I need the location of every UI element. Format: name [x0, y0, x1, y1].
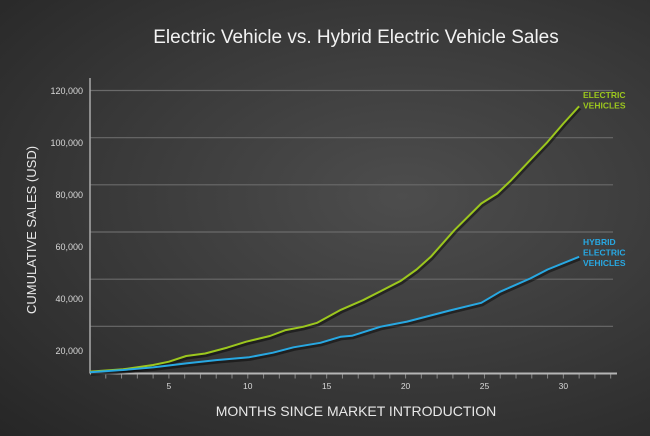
x-tick-label: 15	[322, 381, 332, 391]
x-tick-label: 20	[401, 381, 411, 391]
y-tick-label: 60,000	[55, 242, 83, 252]
y-axis-label: CUMULATIVE SALES (USD)	[24, 146, 39, 314]
x-tick-label: 5	[167, 381, 172, 391]
x-tick-label: 30	[559, 381, 569, 391]
y-tick-label: 40,000	[55, 294, 83, 304]
y-tick-label: 100,000	[50, 138, 83, 148]
x-tick-label: 25	[480, 381, 490, 391]
series-label-line: VEHICLES	[583, 101, 626, 111]
series-label: ELECTRIC VEHICLES	[583, 90, 626, 111]
series-label-line: HYBRID	[583, 237, 616, 247]
series-label: HYBRID ELECTRIC VEHICLES	[583, 237, 626, 268]
series-line-shadow	[90, 107, 582, 376]
series-label-line: VEHICLES	[583, 258, 626, 268]
series-line-hybrid	[89, 255, 580, 374]
chart-title: Electric Vehicle vs. Hybrid Electric Veh…	[153, 27, 559, 48]
series-line-electric	[89, 105, 580, 373]
y-tick-label: 20,000	[55, 346, 83, 356]
series-label-line: ELECTRIC	[583, 90, 626, 100]
series-line-shadow	[90, 257, 581, 376]
x-axis-label: MONTHS SINCE MARKET INTRODUCTION	[216, 403, 497, 419]
y-tick-label: 120,000	[50, 86, 83, 96]
x-tick-label: 10	[243, 381, 253, 391]
series-label-line: ELECTRIC	[583, 248, 626, 258]
y-tick-label: 80,000	[55, 190, 83, 200]
